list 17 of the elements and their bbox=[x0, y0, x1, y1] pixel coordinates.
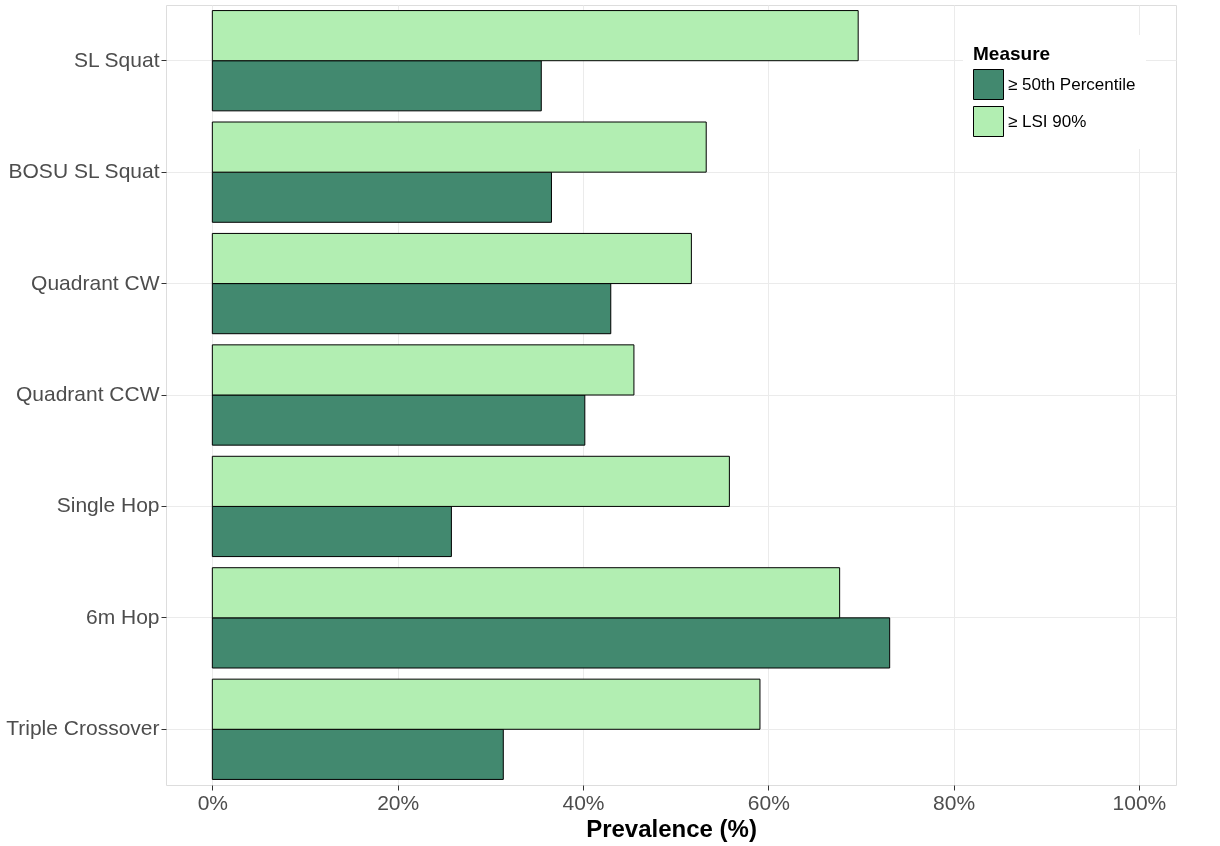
x-tick-label: 20% bbox=[377, 790, 420, 814]
legend-label: ≥ LSI 90% bbox=[1008, 111, 1087, 131]
x-tick-label: 100% bbox=[1112, 790, 1167, 814]
y-tick-label: 6m Hop bbox=[85, 604, 160, 628]
y-tick-label: Single Hop bbox=[56, 493, 160, 517]
y-tick-label: BOSU SL Squat bbox=[8, 159, 160, 183]
x-tick-label: 0% bbox=[197, 790, 229, 814]
legend-title: Measure bbox=[973, 43, 1051, 64]
x-axis-title: Prevalence (%) bbox=[586, 814, 757, 842]
x-tick-label: 60% bbox=[747, 790, 790, 814]
y-tick-label: SL Squat bbox=[73, 47, 160, 71]
x-tick-label: 80% bbox=[933, 790, 976, 814]
x-tick-label: 40% bbox=[562, 790, 605, 814]
y-tick-label: Triple Crossover bbox=[6, 716, 160, 740]
y-tick-label: Quadrant CW bbox=[31, 270, 160, 294]
y-tick-label: Quadrant CCW bbox=[15, 382, 160, 405]
legend-label: ≥ 50th Percentile bbox=[1008, 74, 1136, 94]
